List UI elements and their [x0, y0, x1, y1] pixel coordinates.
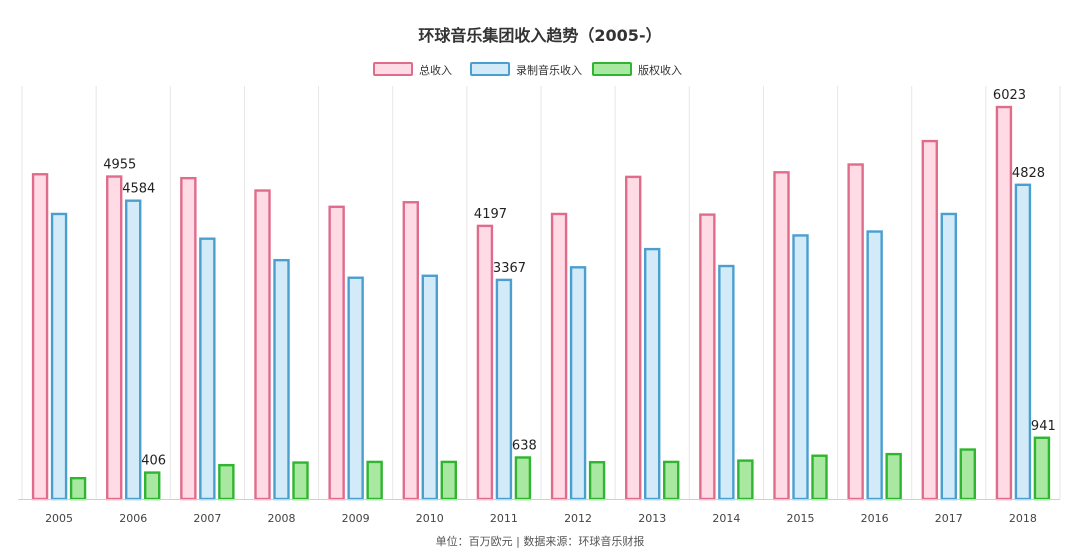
legend-label-3: 版权收入	[638, 63, 682, 77]
bar-2006-series-3	[144, 471, 161, 501]
x-tick-label: 2006	[119, 512, 147, 525]
chart-footer: 单位：百万欧元 | 数据来源：环球音乐财报	[436, 534, 645, 548]
legend-label-2: 录制音乐收入	[516, 63, 582, 77]
legend-label-1: 总收入	[419, 63, 452, 77]
bar-2011-series-3	[514, 456, 532, 501]
grid-lines	[21, 86, 1061, 499]
bar-2008-series-1	[254, 189, 271, 501]
bar-2005-series-1	[31, 173, 49, 501]
data-label: 941	[1031, 419, 1056, 434]
data-label: 406	[141, 454, 166, 469]
bar-2014-series-3	[737, 459, 754, 501]
bar-2014-series-1	[699, 213, 716, 501]
bar-2014-series-2	[718, 264, 735, 501]
x-tick-label: 2012	[564, 512, 592, 525]
x-tick-label: 2009	[342, 512, 370, 525]
bar-2012-series-1	[550, 212, 568, 501]
legend-swatch-1	[373, 62, 413, 76]
data-label: 6023	[993, 88, 1026, 103]
bar-2008-series-2	[273, 258, 290, 501]
data-label: 4955	[103, 158, 136, 173]
bar-2018-series-3	[1033, 436, 1051, 501]
bar-2013-series-2	[644, 247, 661, 501]
bar-2017-series-1	[921, 139, 938, 501]
bar-2009-series-2	[347, 276, 364, 501]
x-tick-label: 2013	[638, 512, 666, 525]
bar-2018-series-1	[995, 105, 1013, 501]
x-tick-label: 2008	[268, 512, 296, 525]
x-tick-label: 2017	[935, 512, 963, 525]
bar-2015-series-1	[773, 171, 790, 501]
bar-2011-series-1	[476, 224, 494, 501]
legend: 总收入 录制音乐收入 版权收入	[373, 62, 682, 77]
bar-2006-series-2	[125, 199, 142, 501]
x-tick-label: 2016	[861, 512, 889, 525]
bar-2007-series-3	[218, 463, 235, 501]
legend-swatch-2	[470, 62, 510, 76]
bar-2010-series-3	[440, 460, 457, 501]
bar-2015-series-3	[811, 454, 828, 501]
bar-2015-series-2	[792, 234, 809, 501]
bar-2013-series-3	[663, 460, 680, 501]
bar-2016-series-3	[885, 452, 902, 501]
chart-title: 环球音乐集团收入趋势（2005-）	[418, 26, 661, 45]
x-tick-label: 2007	[193, 512, 221, 525]
data-label: 3367	[493, 261, 526, 276]
x-tick-label: 2011	[490, 512, 518, 525]
bar-2012-series-2	[569, 266, 587, 501]
bar-2009-series-1	[328, 205, 345, 501]
x-axis: 2005 2006 2007 2008 2009 2010 2011 2012 2013 2014…	[18, 499, 1060, 525]
bar-2017-series-2	[940, 212, 957, 501]
data-labels: 4955 4584 406 4197 3367 638 6023 4828 941	[103, 88, 1056, 469]
bar-2005-series-3	[69, 476, 87, 501]
bar-2006-series-1	[106, 175, 123, 501]
bar-2007-series-2	[199, 237, 216, 501]
data-label: 4197	[474, 207, 507, 222]
legend-swatch-3	[592, 62, 632, 76]
data-label: 4828	[1012, 166, 1045, 181]
bar-2010-series-2	[421, 274, 438, 501]
x-tick-label: 2014	[712, 512, 740, 525]
x-tick-label: 2015	[787, 512, 815, 525]
x-tick-label: 2005	[45, 512, 73, 525]
bar-2011-series-2	[495, 278, 513, 501]
bar-2016-series-2	[866, 230, 883, 501]
x-tick-label: 2018	[1009, 512, 1037, 525]
bar-2009-series-3	[366, 460, 383, 501]
x-tick-label: 2010	[416, 512, 444, 525]
bar-2008-series-3	[292, 461, 309, 501]
bar-2005-series-2	[50, 212, 68, 501]
data-label: 4584	[122, 182, 155, 197]
bar-2013-series-1	[625, 175, 642, 501]
bar-2016-series-1	[847, 163, 864, 501]
data-label: 638	[512, 438, 537, 453]
bar-2010-series-1	[402, 201, 419, 501]
bar-2017-series-3	[959, 448, 976, 501]
bar-2007-series-1	[180, 176, 197, 501]
bar-2018-series-2	[1014, 183, 1032, 501]
bar-2012-series-3	[588, 461, 606, 501]
